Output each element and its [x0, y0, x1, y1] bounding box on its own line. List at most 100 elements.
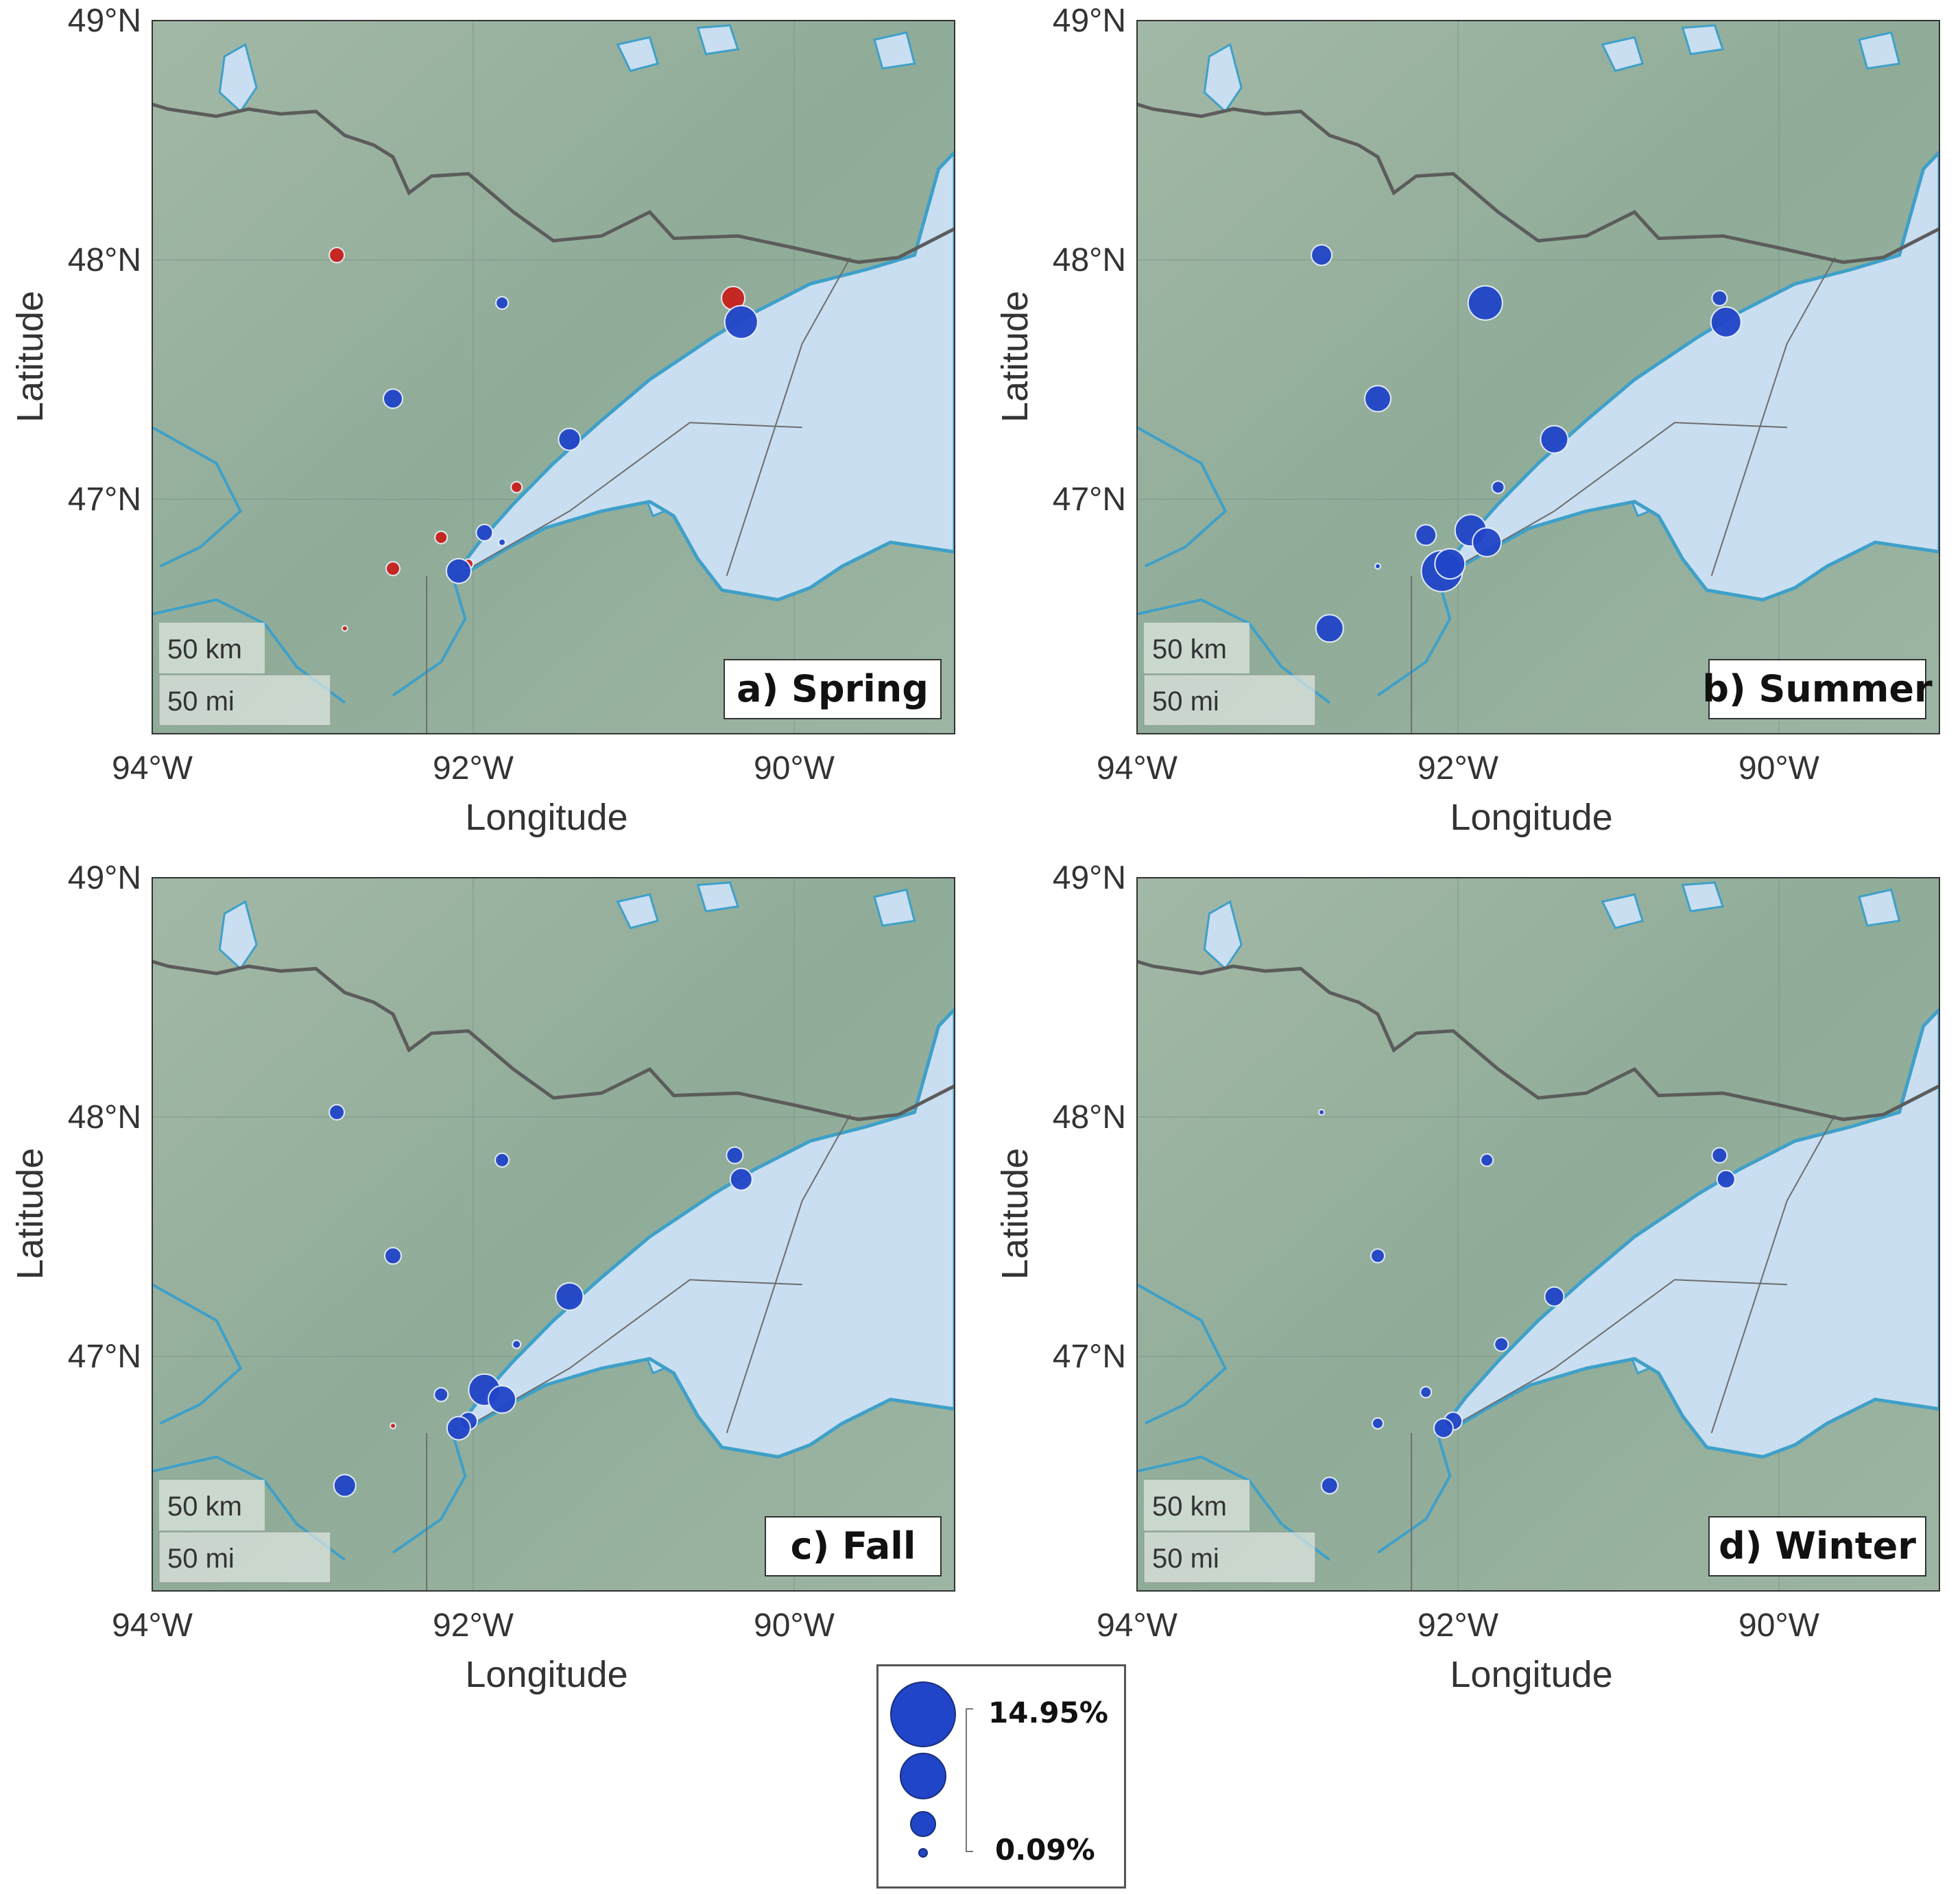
lake-superior — [1433, 1007, 1939, 1459]
inland-lake — [1681, 24, 1725, 56]
scalebar-km-label: 50 km — [167, 634, 242, 664]
data-point — [724, 304, 758, 339]
data-point — [434, 530, 449, 544]
y-tick-label: 47°N — [1053, 481, 1126, 518]
international-border — [152, 959, 955, 1122]
river-line — [392, 1437, 467, 1554]
legend-circle-tiny — [918, 1848, 928, 1858]
data-point — [510, 481, 523, 494]
data-point — [445, 558, 472, 584]
legend-circle-large — [890, 1681, 956, 1747]
data-point — [446, 1415, 471, 1441]
scalebar-mi-box — [158, 674, 331, 726]
data-point — [1372, 1417, 1384, 1430]
y-tick-label: 47°N — [1053, 1339, 1126, 1375]
x-tick-label: 94°W — [1097, 1607, 1178, 1644]
lake-superior — [449, 1007, 955, 1459]
scalebar-km-label: 50 km — [167, 1491, 242, 1522]
inland-lake — [696, 24, 740, 56]
data-point — [512, 1339, 522, 1350]
data-point — [475, 523, 494, 542]
scalebar-mi-label: 50 mi — [1152, 686, 1219, 717]
data-point — [1480, 1153, 1494, 1167]
data-point — [1311, 244, 1333, 266]
panel-title: d) Winter — [1719, 1524, 1916, 1568]
inland-lake — [1203, 43, 1243, 113]
y-tick-label: 48°N — [68, 242, 141, 278]
map-svg-4: 50 km 50 mi d) Winter 94°W 92°W 90°W 49°N 48°N 4… — [994, 860, 1940, 1695]
y-tick-label: 49°N — [1053, 860, 1126, 896]
y-tick-label: 47°N — [68, 481, 141, 518]
y-axis-label: Latitude — [10, 291, 51, 422]
river-line — [152, 426, 243, 568]
river-line — [1137, 1283, 1228, 1425]
data-point — [488, 1384, 517, 1414]
data-point — [1491, 480, 1505, 494]
lake-superior — [1433, 149, 1939, 602]
data-point — [495, 296, 510, 310]
map-panel-2: 50 km 50 mi b) Summer 94°W 92°W 90°W 49°N 48°N 4… — [985, 0, 1959, 850]
river-line — [1376, 1437, 1452, 1554]
x-axis-label: Longitude — [465, 797, 628, 838]
scalebar-mi-box — [1143, 674, 1316, 726]
map-panel-4: 50 km 50 mi d) Winter 94°W 92°W 90°W 49°N 48°N 4… — [985, 857, 1959, 1707]
data-point — [1494, 1336, 1509, 1352]
map-panel-1: 50 km 50 mi a) Spring 94°W 92°W 90°W 49°N 48°N 4… — [0, 0, 974, 850]
inland-lake — [1203, 900, 1243, 970]
x-axis-label: Longitude — [465, 1654, 628, 1695]
data-point — [726, 1146, 744, 1164]
data-point — [1374, 562, 1381, 570]
scalebar-km-label: 50 km — [1152, 634, 1227, 664]
international-border — [152, 102, 955, 265]
data-point — [498, 538, 507, 547]
inland-lake — [696, 881, 740, 913]
data-point — [1370, 1248, 1385, 1264]
inland-lake — [218, 43, 258, 113]
x-tick-label: 92°W — [1418, 1607, 1499, 1644]
inland-lake — [218, 900, 258, 970]
scalebar-km-label: 50 km — [1152, 1491, 1227, 1522]
data-point — [1467, 285, 1503, 321]
map-svg-2: 50 km 50 mi b) Summer 94°W 92°W 90°W 49°N 48°N 4… — [994, 3, 1940, 838]
y-tick-label: 49°N — [68, 3, 141, 39]
river-line — [1137, 426, 1228, 568]
inland-lake — [1858, 888, 1901, 927]
scalebar-km-box — [1144, 1480, 1250, 1531]
legend-min-label: 0.09% — [995, 1833, 1095, 1867]
panel-title-box — [724, 659, 942, 719]
data-point — [1420, 1386, 1433, 1399]
data-point — [385, 561, 401, 577]
data-point — [1472, 527, 1503, 558]
size-legend: 14.95% 0.09% — [876, 1664, 1126, 1889]
inland-lake — [616, 36, 659, 73]
x-tick-label: 90°W — [1738, 750, 1820, 787]
data-point — [558, 427, 582, 451]
data-point — [1364, 385, 1391, 413]
y-axis-label: Latitude — [994, 1148, 1036, 1280]
legend-max-label: 14.95% — [988, 1696, 1108, 1729]
data-point — [1433, 1417, 1454, 1439]
x-tick-label: 94°W — [112, 1607, 193, 1644]
legend-bracket — [966, 1708, 973, 1852]
data-point — [1716, 1169, 1736, 1189]
scalebar-km-box — [1144, 623, 1250, 673]
x-tick-label: 94°W — [1097, 750, 1178, 787]
inland-lake — [1601, 893, 1644, 930]
data-point — [383, 388, 403, 409]
x-axis-label: Longitude — [1450, 797, 1612, 838]
river-line — [152, 1283, 243, 1425]
data-point — [1540, 424, 1569, 454]
panel-title: c) Fall — [791, 1524, 916, 1568]
data-point — [341, 625, 348, 632]
data-point — [1544, 1286, 1565, 1307]
map-svg-3: 50 km 50 mi c) Fall 94°W 92°W 90°W 49°N 48°N 47°… — [10, 860, 955, 1695]
data-point — [494, 1152, 510, 1168]
panel-title: b) Summer — [1702, 667, 1933, 710]
data-point — [1315, 614, 1344, 643]
x-tick-label: 90°W — [754, 750, 835, 787]
inland-lake — [1681, 881, 1725, 913]
data-point — [328, 247, 346, 263]
x-tick-label: 92°W — [433, 1607, 514, 1644]
scalebar-km-box — [159, 1480, 265, 1531]
map-svg-1: 50 km 50 mi a) Spring 94°W 92°W 90°W 49°N 48°N 4… — [10, 3, 955, 838]
